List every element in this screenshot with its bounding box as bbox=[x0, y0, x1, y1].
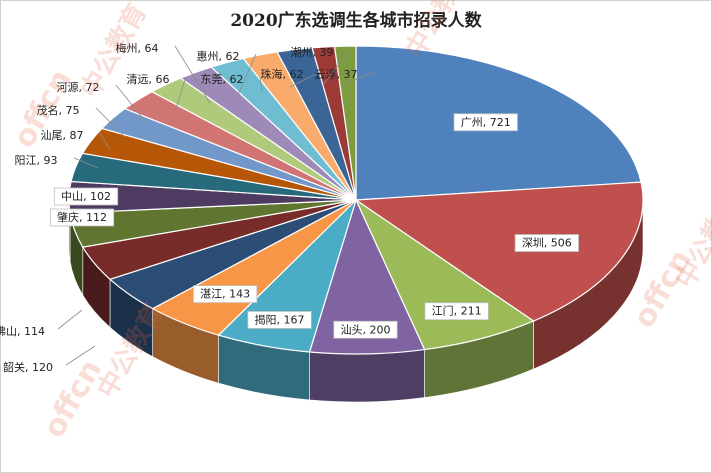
data-label-text-4: 揭阳, 167 bbox=[255, 312, 305, 326]
leader-line-16 bbox=[237, 53, 257, 96]
data-label-0: 广州, 721 bbox=[453, 113, 518, 132]
data-label-box-3 bbox=[333, 320, 398, 339]
leader-line-7 bbox=[57, 309, 83, 330]
leader-line-15 bbox=[174, 45, 211, 104]
watermark-text-6: 中公教育 bbox=[669, 188, 712, 294]
data-label-19: 潮州, 39 bbox=[291, 45, 351, 86]
data-label-text-20: 云浮, 37 bbox=[315, 68, 358, 81]
data-label-text-16: 惠州, 62 bbox=[197, 49, 240, 63]
data-label-8: 肇庆, 112 bbox=[49, 208, 115, 227]
data-label-5: 湛江, 143 bbox=[193, 285, 258, 304]
data-label-box-1 bbox=[514, 234, 579, 252]
leader-line-6 bbox=[65, 345, 96, 366]
data-label-10: 阳江, 93 bbox=[15, 154, 99, 169]
data-label-4: 揭阳, 167 bbox=[247, 311, 312, 329]
leader-line-13 bbox=[115, 84, 146, 122]
data-label-text-9: 中山, 102 bbox=[61, 190, 111, 203]
data-label-3: 汕头, 200 bbox=[333, 320, 398, 339]
data-label-text-2: 江门, 211 bbox=[432, 304, 482, 318]
data-label-1: 深圳, 506 bbox=[514, 234, 579, 252]
data-label-box-4 bbox=[247, 311, 312, 329]
data-label-box-0 bbox=[453, 113, 518, 132]
data-label-text-6: 韶关, 120 bbox=[3, 360, 53, 374]
slice-3[interactable] bbox=[308, 198, 426, 355]
data-label-17: 东莞, 62 bbox=[201, 73, 263, 93]
data-label-9: 中山, 102 bbox=[53, 187, 119, 206]
data-label-text-12: 茂名, 75 bbox=[37, 103, 80, 117]
pie-label-layer: 广州, 721 深圳, 506 江门, 211 汕头, 200 揭阳, 167 湛江, 1… bbox=[0, 41, 579, 374]
data-label-14: 清远, 66 bbox=[127, 73, 187, 112]
data-label-15: 梅州, 64 bbox=[116, 41, 211, 104]
data-label-12: 茂名, 75 bbox=[37, 103, 126, 138]
leader-line-14 bbox=[174, 76, 187, 112]
leader-line-12 bbox=[95, 107, 126, 138]
data-label-box-9 bbox=[53, 187, 119, 206]
slice-20[interactable] bbox=[333, 45, 357, 201]
data-label-text-14: 清远, 66 bbox=[127, 73, 170, 86]
data-label-box-5 bbox=[193, 285, 258, 304]
data-label-text-3: 汕头, 200 bbox=[340, 323, 390, 336]
data-label-18: 珠海, 62 bbox=[261, 67, 321, 88]
data-label-text-5: 湛江, 143 bbox=[200, 288, 250, 301]
data-label-text-0: 广州, 721 bbox=[461, 116, 511, 129]
slice-2[interactable] bbox=[354, 198, 535, 351]
leader-line-19 bbox=[322, 49, 351, 86]
chart-title: 2020广东选调生各城市招录人数 bbox=[230, 10, 482, 31]
leader-line-17 bbox=[259, 76, 263, 93]
data-label-16: 惠州, 62 bbox=[197, 49, 257, 96]
data-label-text-15: 梅州, 64 bbox=[116, 41, 159, 55]
data-label-7: 佛山, 114 bbox=[0, 309, 83, 338]
data-label-text-11: 汕尾, 87 bbox=[41, 129, 84, 142]
leader-line-11 bbox=[99, 132, 111, 151]
data-label-text-7: 佛山, 114 bbox=[0, 325, 45, 338]
data-label-box-2 bbox=[424, 302, 489, 321]
data-label-text-17: 东莞, 62 bbox=[201, 73, 244, 86]
leader-line-10 bbox=[73, 157, 99, 169]
data-label-11: 汕尾, 87 bbox=[41, 129, 111, 151]
data-label-text-10: 阳江, 93 bbox=[15, 154, 58, 167]
data-label-2: 江门, 211 bbox=[424, 302, 489, 321]
data-label-text-13: 河源, 72 bbox=[57, 80, 100, 94]
data-label-text-19: 潮州, 39 bbox=[291, 45, 334, 59]
data-label-text-18: 珠海, 62 bbox=[261, 67, 304, 81]
pie-depth-layer bbox=[68, 199, 644, 403]
leader-line-20 bbox=[343, 71, 375, 85]
data-label-13: 河源, 72 bbox=[57, 80, 146, 122]
data-label-20: 云浮, 37 bbox=[315, 68, 375, 85]
data-label-text-8: 肇庆, 112 bbox=[57, 210, 107, 224]
data-label-box-8 bbox=[49, 208, 115, 227]
leader-line-18 bbox=[289, 71, 321, 88]
data-label-6: 韶关, 120 bbox=[3, 345, 96, 374]
data-label-text-1: 深圳, 506 bbox=[522, 237, 572, 250]
slice-side-3 bbox=[309, 349, 425, 403]
slice-1[interactable] bbox=[354, 181, 644, 322]
